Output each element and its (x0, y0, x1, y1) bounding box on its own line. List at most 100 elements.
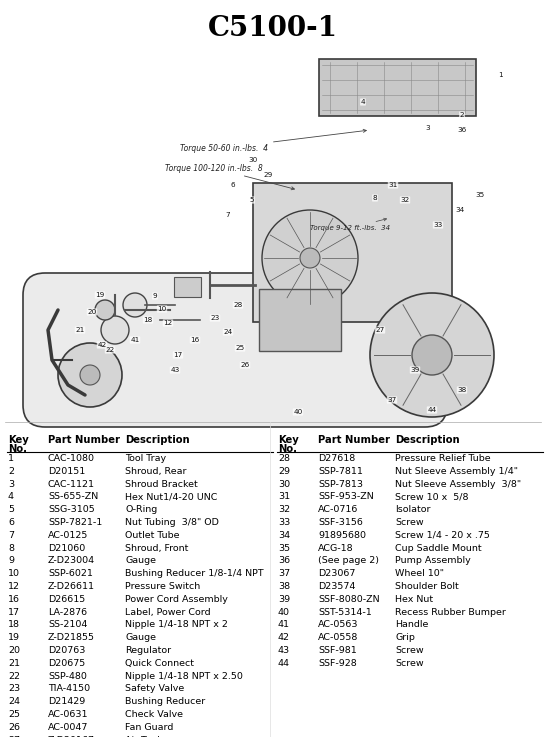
Text: 5: 5 (8, 505, 14, 514)
Text: Torque 100-120 in.-lbs.  8: Torque 100-120 in.-lbs. 8 (165, 164, 294, 189)
Circle shape (300, 248, 320, 268)
Text: AC-0563: AC-0563 (318, 621, 359, 629)
Text: Screw 10 x  5/8: Screw 10 x 5/8 (395, 492, 468, 501)
Text: SSP-7813: SSP-7813 (318, 480, 363, 489)
Text: 19: 19 (96, 292, 105, 298)
Text: 20: 20 (8, 646, 20, 655)
Text: AC-0558: AC-0558 (318, 633, 358, 642)
Text: SSP-7811: SSP-7811 (318, 467, 363, 476)
Text: 41: 41 (130, 337, 140, 343)
Circle shape (80, 365, 100, 385)
Text: Key: Key (8, 435, 29, 445)
Text: 22: 22 (8, 671, 20, 680)
Text: 26: 26 (240, 362, 250, 368)
Text: 40: 40 (278, 607, 290, 617)
Text: 21: 21 (8, 659, 20, 668)
Text: Safety Valve: Safety Valve (125, 685, 184, 694)
Text: D20675: D20675 (48, 659, 85, 668)
Text: SSG-3105: SSG-3105 (48, 505, 95, 514)
Text: 25: 25 (235, 345, 245, 351)
Text: 2: 2 (8, 467, 14, 476)
Text: O-Ring: O-Ring (125, 505, 157, 514)
Text: 28: 28 (233, 302, 242, 308)
Text: 24: 24 (223, 329, 233, 335)
Circle shape (58, 343, 122, 407)
Text: LA-2876: LA-2876 (48, 607, 87, 617)
Text: Screw: Screw (395, 659, 424, 668)
Text: 38: 38 (278, 582, 290, 591)
Circle shape (95, 300, 115, 320)
Text: Fan Guard: Fan Guard (125, 723, 174, 732)
Text: 42: 42 (278, 633, 290, 642)
Text: Hex Nut1/4-20 UNC: Hex Nut1/4-20 UNC (125, 492, 217, 501)
Text: 36: 36 (278, 556, 290, 565)
Text: 37: 37 (278, 569, 290, 579)
Text: Part Number: Part Number (318, 435, 390, 445)
Text: Part Number: Part Number (48, 435, 120, 445)
Text: D27618: D27618 (318, 454, 355, 463)
Text: 21: 21 (75, 327, 85, 333)
Text: Torque 9-12 ft.-lbs.  34: Torque 9-12 ft.-lbs. 34 (310, 218, 390, 231)
Text: 1: 1 (8, 454, 14, 463)
Text: 12: 12 (163, 320, 173, 326)
FancyBboxPatch shape (174, 277, 201, 297)
Text: Gauge: Gauge (125, 556, 156, 565)
Text: 32: 32 (278, 505, 290, 514)
Text: CAC-1080: CAC-1080 (48, 454, 95, 463)
Text: 6: 6 (8, 518, 14, 527)
Text: Isolator: Isolator (395, 505, 430, 514)
Text: Bushing Reducer: Bushing Reducer (125, 697, 205, 706)
Text: SSF-928: SSF-928 (318, 659, 357, 668)
Circle shape (101, 316, 129, 344)
Text: Screw 1/4 - 20 x .75: Screw 1/4 - 20 x .75 (395, 531, 490, 539)
Text: D21060: D21060 (48, 544, 85, 553)
Text: SSF-953-ZN: SSF-953-ZN (318, 492, 374, 501)
Text: 9: 9 (8, 556, 14, 565)
Text: 91895680: 91895680 (318, 531, 366, 539)
Text: Check Valve: Check Valve (125, 710, 183, 719)
Text: 25: 25 (8, 710, 20, 719)
Text: D20151: D20151 (48, 467, 85, 476)
Circle shape (412, 335, 452, 375)
Circle shape (123, 293, 147, 317)
Text: 18: 18 (144, 317, 153, 323)
Text: AC-0047: AC-0047 (48, 723, 88, 732)
Text: Cup Saddle Mount: Cup Saddle Mount (395, 544, 482, 553)
Text: Nut Sleeve Assembly  3/8": Nut Sleeve Assembly 3/8" (395, 480, 521, 489)
Text: 24: 24 (8, 697, 20, 706)
Text: Bushing Reducer 1/8-1/4 NPT: Bushing Reducer 1/8-1/4 NPT (125, 569, 264, 579)
Text: Nut Tubing  3/8" OD: Nut Tubing 3/8" OD (125, 518, 219, 527)
Text: 40: 40 (293, 409, 302, 415)
Text: Air Tank: Air Tank (125, 736, 163, 737)
Text: 43: 43 (170, 367, 180, 373)
Text: 33: 33 (278, 518, 290, 527)
Text: 19: 19 (8, 633, 20, 642)
Text: Quick Connect: Quick Connect (125, 659, 194, 668)
Text: 38: 38 (458, 387, 467, 393)
Text: 31: 31 (278, 492, 290, 501)
Text: SS-2104: SS-2104 (48, 621, 87, 629)
Text: Pressure Switch: Pressure Switch (125, 582, 200, 591)
FancyBboxPatch shape (319, 59, 476, 116)
Text: SSP-480: SSP-480 (48, 671, 87, 680)
Text: Shoulder Bolt: Shoulder Bolt (395, 582, 459, 591)
Text: 4: 4 (8, 492, 14, 501)
Text: 7: 7 (8, 531, 14, 539)
Text: Pressure Relief Tube: Pressure Relief Tube (395, 454, 491, 463)
Text: 5: 5 (250, 197, 254, 203)
Text: Power Cord Assembly: Power Cord Assembly (125, 595, 228, 604)
Text: 28: 28 (278, 454, 290, 463)
Text: AC-0716: AC-0716 (318, 505, 358, 514)
Text: AC-0631: AC-0631 (48, 710, 88, 719)
Text: 35: 35 (278, 544, 290, 553)
Text: 4: 4 (361, 99, 365, 105)
Text: SSP-6021: SSP-6021 (48, 569, 93, 579)
Text: Pump Assembly: Pump Assembly (395, 556, 471, 565)
Text: Nipple 1/4-18 NPT x 2: Nipple 1/4-18 NPT x 2 (125, 621, 228, 629)
Text: Description: Description (125, 435, 189, 445)
Text: 7: 7 (225, 212, 230, 218)
Text: 3: 3 (426, 125, 430, 131)
Text: SSF-3156: SSF-3156 (318, 518, 363, 527)
Text: 27: 27 (8, 736, 20, 737)
Text: No.: No. (8, 444, 27, 454)
